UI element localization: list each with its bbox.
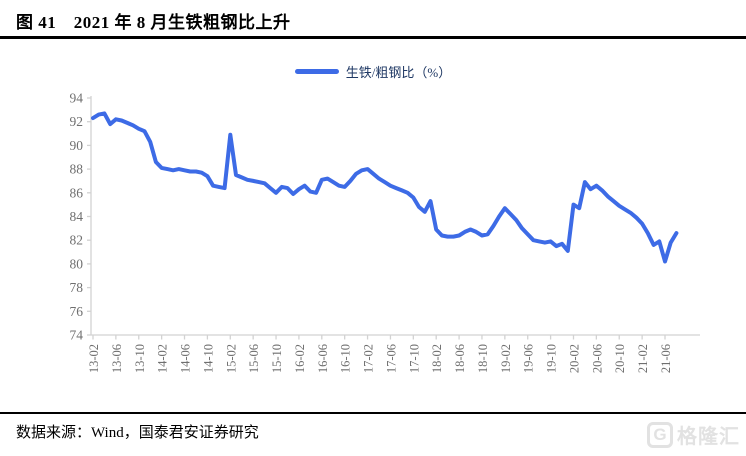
x-tick-label: 20-06 xyxy=(590,344,604,373)
gelonghui-watermark-text: 格隆汇 xyxy=(677,426,740,448)
legend-label: 生铁/粗钢比（%） xyxy=(345,65,452,80)
x-tick-label: 15-02 xyxy=(224,344,238,373)
x-tick-label: 19-10 xyxy=(545,344,559,373)
x-tick-label: 21-06 xyxy=(659,344,673,373)
x-tick-label: 15-10 xyxy=(270,344,284,373)
footer-divider xyxy=(0,412,746,414)
x-tick-label: 18-06 xyxy=(453,344,467,373)
x-tick-label: 16-10 xyxy=(339,344,353,373)
y-tick-label: 94 xyxy=(70,91,84,106)
y-tick-label: 74 xyxy=(70,328,84,343)
x-tick-label: 13-06 xyxy=(110,344,124,373)
x-tick-label: 15-06 xyxy=(247,344,261,373)
x-tick-label: 20-02 xyxy=(567,344,581,373)
x-tick-label: 18-02 xyxy=(430,344,444,373)
x-tick-label: 17-02 xyxy=(362,344,376,373)
gelonghui-watermark: G 格隆汇 xyxy=(647,420,740,449)
data-source: 数据来源：Wind，国泰君安证券研究 xyxy=(16,425,259,441)
ratio-line-series xyxy=(91,111,679,264)
x-tick-label: 14-06 xyxy=(179,344,193,373)
y-tick-label: 76 xyxy=(70,304,84,319)
title-divider xyxy=(0,36,746,39)
chart-legend: 生铁/粗钢比（%） xyxy=(0,62,746,81)
x-tick-label: 20-10 xyxy=(613,344,627,373)
x-tick-label: 17-10 xyxy=(407,344,421,373)
x-tick-label: 14-02 xyxy=(156,344,170,373)
x-tick-label: 18-10 xyxy=(476,344,490,373)
x-tick-label: 19-06 xyxy=(522,344,536,373)
y-tick-label: 80 xyxy=(70,256,84,271)
x-tick-label: 13-10 xyxy=(133,344,147,373)
y-tick-label: 82 xyxy=(70,233,84,248)
x-tick-label: 17-06 xyxy=(384,344,398,373)
x-tick-label: 19-02 xyxy=(499,344,513,373)
y-tick-label: 90 xyxy=(70,138,84,153)
gelonghui-logo-icon: G xyxy=(647,421,673,448)
y-tick-label: 84 xyxy=(70,209,84,224)
x-tick-label: 14-10 xyxy=(201,344,215,373)
x-tick-label: 16-06 xyxy=(316,344,330,373)
x-tick-label: 13-02 xyxy=(87,344,101,373)
legend-line-swatch xyxy=(294,69,339,74)
x-tick-label: 21-02 xyxy=(636,344,650,373)
y-tick-label: 78 xyxy=(70,280,84,295)
figure-title: 图 41 2021 年 8 月生铁粗钢比上升 xyxy=(16,13,291,32)
y-tick-label: 92 xyxy=(70,114,84,129)
y-tick-label: 86 xyxy=(70,185,84,200)
x-tick-label: 16-02 xyxy=(293,344,307,373)
y-tick-label: 88 xyxy=(70,162,84,177)
